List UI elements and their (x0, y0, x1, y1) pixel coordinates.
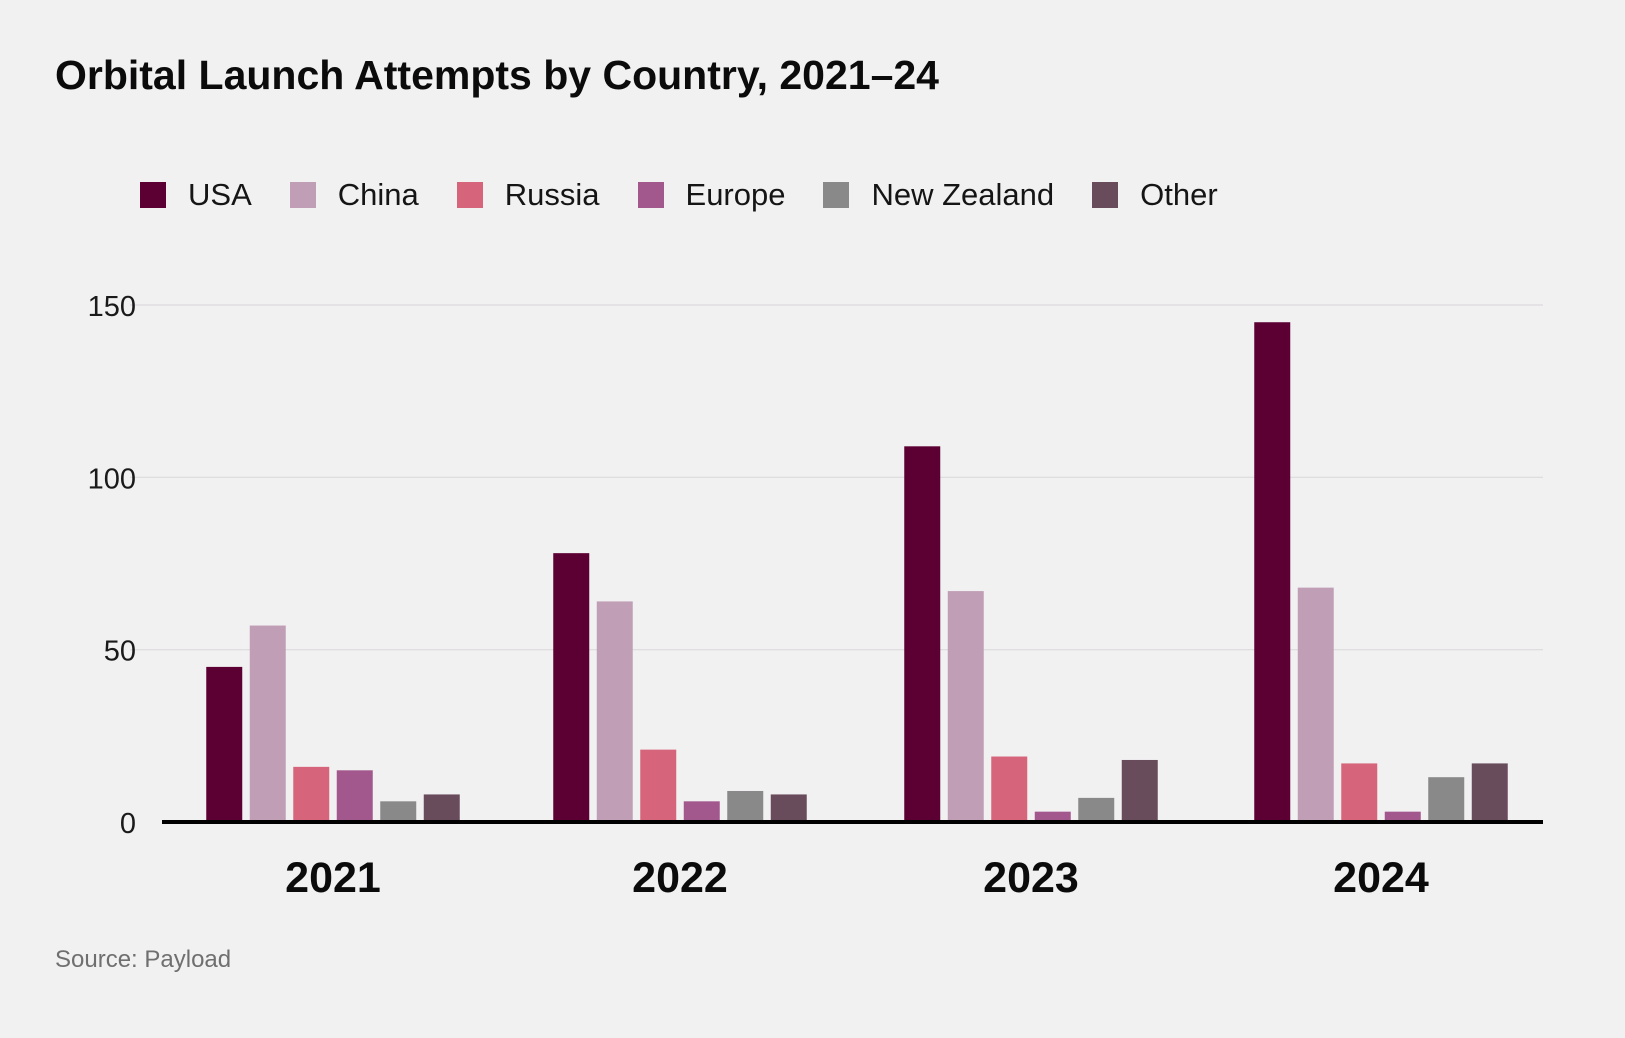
legend-swatch (823, 182, 850, 208)
y-tick-label: 50 (104, 636, 136, 668)
legend-item: Europe (637, 177, 786, 213)
bar-new-zealand-2022 (727, 790, 764, 822)
bar-other-2024 (1471, 763, 1508, 822)
legend-swatch (456, 182, 483, 208)
bar-new-zealand-2021 (380, 801, 417, 822)
bar-new-zealand-2024 (1428, 777, 1465, 822)
legend-label: New Zealand (871, 177, 1055, 212)
y-tick-label: 0 (120, 808, 136, 840)
legend-label: Other (1140, 177, 1218, 212)
y-tick-label: 150 (88, 291, 136, 323)
legend-label: China (337, 177, 419, 212)
legend-item: Russia (456, 177, 600, 213)
bar-usa-2022 (553, 553, 590, 822)
bar-usa-2024 (1254, 322, 1291, 822)
bar-russia-2021 (293, 766, 330, 822)
x-tick-label: 2023 (983, 854, 1079, 902)
bar-china-2023 (947, 591, 984, 822)
x-tick-label: 2021 (285, 854, 381, 902)
bar-russia-2024 (1341, 763, 1378, 822)
bar-usa-2021 (206, 666, 243, 822)
source-note: Source: Payload (55, 946, 232, 973)
legend-swatch (637, 182, 664, 208)
y-tick-label: 100 (88, 463, 136, 495)
legend-swatch (289, 182, 316, 208)
bar-usa-2023 (904, 446, 941, 822)
legend-label: Russia (504, 177, 600, 212)
bar-other-2021 (423, 794, 460, 822)
bar-china-2022 (596, 601, 633, 822)
bar-europe-2023 (1034, 811, 1071, 822)
legend-label: Europe (685, 177, 786, 212)
legend-item: Other (1092, 177, 1218, 213)
legend-item: New Zealand (823, 177, 1054, 213)
legend-item: China (289, 177, 419, 213)
x-tick-label: 2024 (1333, 854, 1429, 902)
legend-item: USA (140, 177, 252, 213)
bar-other-2022 (770, 794, 807, 822)
x-tick-label: 2022 (632, 854, 728, 902)
bar-china-2021 (249, 625, 286, 822)
legend-swatch (1092, 182, 1119, 208)
bar-europe-2022 (683, 801, 720, 822)
bar-other-2023 (1121, 759, 1158, 822)
bar-new-zealand-2023 (1078, 797, 1115, 822)
bar-china-2024 (1297, 587, 1334, 822)
chart-legend: USA China Russia Europe New Zealand Other (140, 172, 1256, 218)
legend-swatch (140, 182, 166, 208)
legend-label: USA (188, 177, 252, 212)
chart-title: Orbital Launch Attempts by Country, 2021… (55, 52, 939, 98)
bar-russia-2022 (640, 749, 677, 822)
bar-europe-2024 (1384, 811, 1421, 822)
bar-europe-2021 (336, 770, 373, 822)
bar-russia-2023 (991, 756, 1028, 822)
